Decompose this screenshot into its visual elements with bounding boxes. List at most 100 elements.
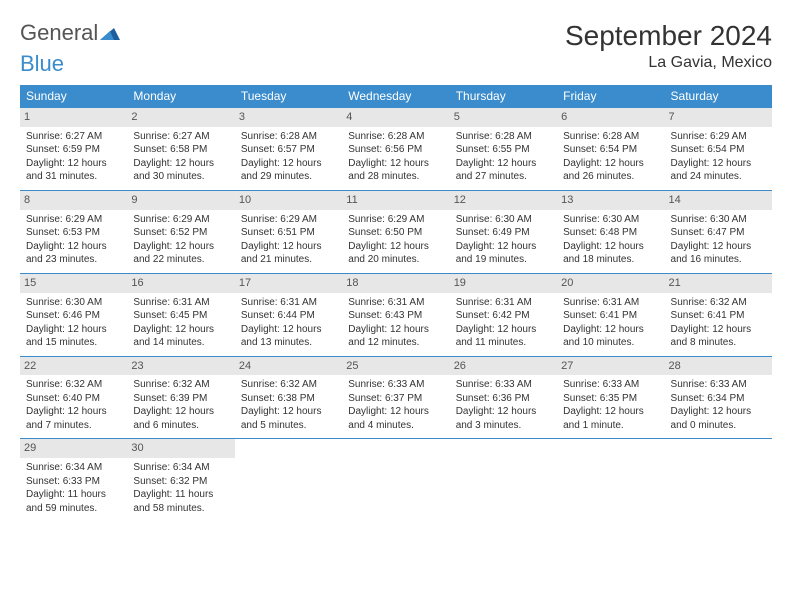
day-number: 28 bbox=[665, 357, 772, 376]
day-number bbox=[665, 439, 772, 443]
day-cell: 9Sunrise: 6:29 AMSunset: 6:52 PMDaylight… bbox=[127, 190, 234, 273]
daylight1: Daylight: 12 hours bbox=[133, 405, 228, 419]
day-number: 18 bbox=[342, 274, 449, 293]
daylight2: and 8 minutes. bbox=[671, 336, 766, 350]
sunset: Sunset: 6:57 PM bbox=[241, 143, 336, 157]
daylight1: Daylight: 11 hours bbox=[26, 488, 121, 502]
day-number: 3 bbox=[235, 108, 342, 127]
day-cell: 15Sunrise: 6:30 AMSunset: 6:46 PMDayligh… bbox=[20, 273, 127, 356]
day-header-row: Sunday Monday Tuesday Wednesday Thursday… bbox=[20, 85, 772, 108]
day-cell: 20Sunrise: 6:31 AMSunset: 6:41 PMDayligh… bbox=[557, 273, 664, 356]
day-cell: 10Sunrise: 6:29 AMSunset: 6:51 PMDayligh… bbox=[235, 190, 342, 273]
sunset: Sunset: 6:42 PM bbox=[456, 309, 551, 323]
sunset: Sunset: 6:45 PM bbox=[133, 309, 228, 323]
day-number bbox=[235, 439, 342, 443]
sunset: Sunset: 6:49 PM bbox=[456, 226, 551, 240]
day-cell-empty bbox=[557, 439, 664, 521]
daylight1: Daylight: 12 hours bbox=[133, 157, 228, 171]
daylight2: and 59 minutes. bbox=[26, 502, 121, 516]
day-number: 24 bbox=[235, 357, 342, 376]
day-number: 14 bbox=[665, 191, 772, 210]
daylight2: and 29 minutes. bbox=[241, 170, 336, 184]
sunrise: Sunrise: 6:28 AM bbox=[456, 130, 551, 144]
day-cell: 21Sunrise: 6:32 AMSunset: 6:41 PMDayligh… bbox=[665, 273, 772, 356]
sunrise: Sunrise: 6:31 AM bbox=[456, 296, 551, 310]
daylight1: Daylight: 12 hours bbox=[456, 405, 551, 419]
day-number: 5 bbox=[450, 108, 557, 127]
brand-logo: General Blue bbox=[20, 20, 120, 77]
calendar-table: Sunday Monday Tuesday Wednesday Thursday… bbox=[20, 85, 772, 521]
daylight1: Daylight: 12 hours bbox=[563, 240, 658, 254]
day-number: 2 bbox=[127, 108, 234, 127]
daylight2: and 1 minute. bbox=[563, 419, 658, 433]
dayhead-tue: Tuesday bbox=[235, 85, 342, 108]
dayhead-sat: Saturday bbox=[665, 85, 772, 108]
day-cell: 13Sunrise: 6:30 AMSunset: 6:48 PMDayligh… bbox=[557, 190, 664, 273]
daylight2: and 15 minutes. bbox=[26, 336, 121, 350]
sunset: Sunset: 6:56 PM bbox=[348, 143, 443, 157]
sunset: Sunset: 6:40 PM bbox=[26, 392, 121, 406]
daylight1: Daylight: 12 hours bbox=[348, 157, 443, 171]
sunset: Sunset: 6:32 PM bbox=[133, 475, 228, 489]
week-row: 22Sunrise: 6:32 AMSunset: 6:40 PMDayligh… bbox=[20, 356, 772, 439]
header: General Blue September 2024 La Gavia, Me… bbox=[20, 20, 772, 77]
day-cell: 6Sunrise: 6:28 AMSunset: 6:54 PMDaylight… bbox=[557, 108, 664, 191]
sunrise: Sunrise: 6:27 AM bbox=[133, 130, 228, 144]
week-row: 29Sunrise: 6:34 AMSunset: 6:33 PMDayligh… bbox=[20, 439, 772, 521]
sunrise: Sunrise: 6:32 AM bbox=[133, 378, 228, 392]
dayhead-wed: Wednesday bbox=[342, 85, 449, 108]
daylight1: Daylight: 12 hours bbox=[26, 157, 121, 171]
daylight2: and 4 minutes. bbox=[348, 419, 443, 433]
day-cell-empty bbox=[235, 439, 342, 521]
dayhead-mon: Monday bbox=[127, 85, 234, 108]
sunset: Sunset: 6:54 PM bbox=[563, 143, 658, 157]
daylight1: Daylight: 12 hours bbox=[563, 405, 658, 419]
sunset: Sunset: 6:35 PM bbox=[563, 392, 658, 406]
day-cell: 14Sunrise: 6:30 AMSunset: 6:47 PMDayligh… bbox=[665, 190, 772, 273]
sunset: Sunset: 6:59 PM bbox=[26, 143, 121, 157]
day-number: 27 bbox=[557, 357, 664, 376]
sunset: Sunset: 6:47 PM bbox=[671, 226, 766, 240]
week-row: 15Sunrise: 6:30 AMSunset: 6:46 PMDayligh… bbox=[20, 273, 772, 356]
daylight1: Daylight: 12 hours bbox=[563, 157, 658, 171]
title-block: September 2024 La Gavia, Mexico bbox=[565, 20, 772, 72]
sunset: Sunset: 6:38 PM bbox=[241, 392, 336, 406]
sunset: Sunset: 6:37 PM bbox=[348, 392, 443, 406]
logo-wing-icon bbox=[100, 26, 120, 45]
location-label: La Gavia, Mexico bbox=[565, 54, 772, 72]
sunset: Sunset: 6:43 PM bbox=[348, 309, 443, 323]
daylight1: Daylight: 12 hours bbox=[671, 323, 766, 337]
day-cell: 27Sunrise: 6:33 AMSunset: 6:35 PMDayligh… bbox=[557, 356, 664, 439]
sunset: Sunset: 6:46 PM bbox=[26, 309, 121, 323]
day-number: 21 bbox=[665, 274, 772, 293]
daylight2: and 3 minutes. bbox=[456, 419, 551, 433]
day-number: 25 bbox=[342, 357, 449, 376]
sunrise: Sunrise: 6:30 AM bbox=[456, 213, 551, 227]
sunrise: Sunrise: 6:32 AM bbox=[241, 378, 336, 392]
day-cell: 18Sunrise: 6:31 AMSunset: 6:43 PMDayligh… bbox=[342, 273, 449, 356]
daylight1: Daylight: 12 hours bbox=[456, 240, 551, 254]
daylight2: and 19 minutes. bbox=[456, 253, 551, 267]
day-number: 15 bbox=[20, 274, 127, 293]
day-cell: 30Sunrise: 6:34 AMSunset: 6:32 PMDayligh… bbox=[127, 439, 234, 521]
day-number: 13 bbox=[557, 191, 664, 210]
daylight2: and 30 minutes. bbox=[133, 170, 228, 184]
daylight1: Daylight: 12 hours bbox=[671, 240, 766, 254]
sunset: Sunset: 6:48 PM bbox=[563, 226, 658, 240]
day-number: 11 bbox=[342, 191, 449, 210]
day-cell-empty bbox=[342, 439, 449, 521]
day-cell: 19Sunrise: 6:31 AMSunset: 6:42 PMDayligh… bbox=[450, 273, 557, 356]
day-number: 19 bbox=[450, 274, 557, 293]
daylight1: Daylight: 12 hours bbox=[241, 323, 336, 337]
daylight1: Daylight: 11 hours bbox=[133, 488, 228, 502]
day-number bbox=[557, 439, 664, 443]
daylight1: Daylight: 12 hours bbox=[133, 240, 228, 254]
sunrise: Sunrise: 6:33 AM bbox=[348, 378, 443, 392]
sunset: Sunset: 6:51 PM bbox=[241, 226, 336, 240]
sunrise: Sunrise: 6:33 AM bbox=[456, 378, 551, 392]
week-row: 8Sunrise: 6:29 AMSunset: 6:53 PMDaylight… bbox=[20, 190, 772, 273]
dayhead-fri: Friday bbox=[557, 85, 664, 108]
logo-text: General Blue bbox=[20, 20, 120, 77]
day-number: 7 bbox=[665, 108, 772, 127]
daylight2: and 58 minutes. bbox=[133, 502, 228, 516]
